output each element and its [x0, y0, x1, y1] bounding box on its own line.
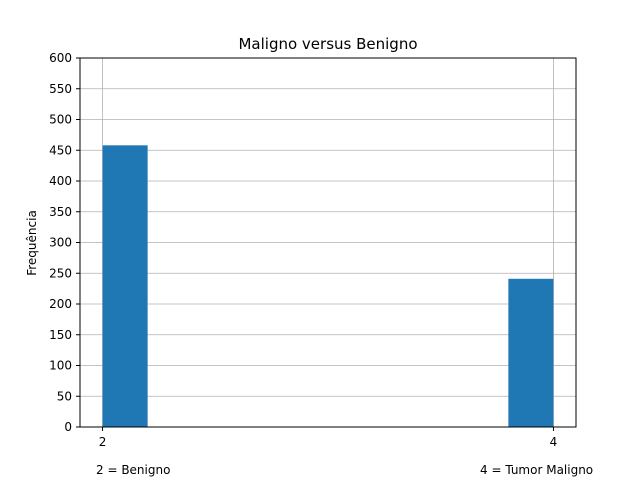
y-axis-label: Frequência: [25, 210, 39, 276]
annotation-benigno: 2 = Benigno: [96, 463, 170, 477]
x-tick-label: 4: [550, 435, 558, 449]
y-tick-label: 250: [49, 266, 72, 280]
grid-layer: [80, 57, 576, 428]
y-tick-label: 400: [49, 174, 72, 188]
y-tick-label: 300: [49, 236, 72, 250]
chart-title: Maligno versus Benigno: [238, 35, 417, 53]
y-axis: 0 50 100 150 200 250 300 350 400 450 500 550 600: [49, 51, 80, 434]
y-tick-label: 500: [49, 113, 72, 127]
y-tick-label: 200: [49, 297, 72, 311]
y-tick-label: 100: [49, 359, 72, 373]
annotation-tumor-maligno: 4 = Tumor Maligno: [480, 463, 593, 477]
y-tick-label: 150: [49, 328, 72, 342]
y-tick-label: 0: [64, 420, 72, 434]
x-tick-label: 2: [99, 435, 107, 449]
y-tick-label: 350: [49, 205, 72, 219]
bar: [508, 278, 554, 427]
bar: [102, 145, 148, 427]
y-tick-label: 600: [49, 51, 72, 65]
y-tick-label: 50: [57, 389, 72, 403]
y-tick-label: 450: [49, 143, 72, 157]
bars-layer: [102, 145, 554, 427]
y-tick-label: 550: [49, 82, 72, 96]
